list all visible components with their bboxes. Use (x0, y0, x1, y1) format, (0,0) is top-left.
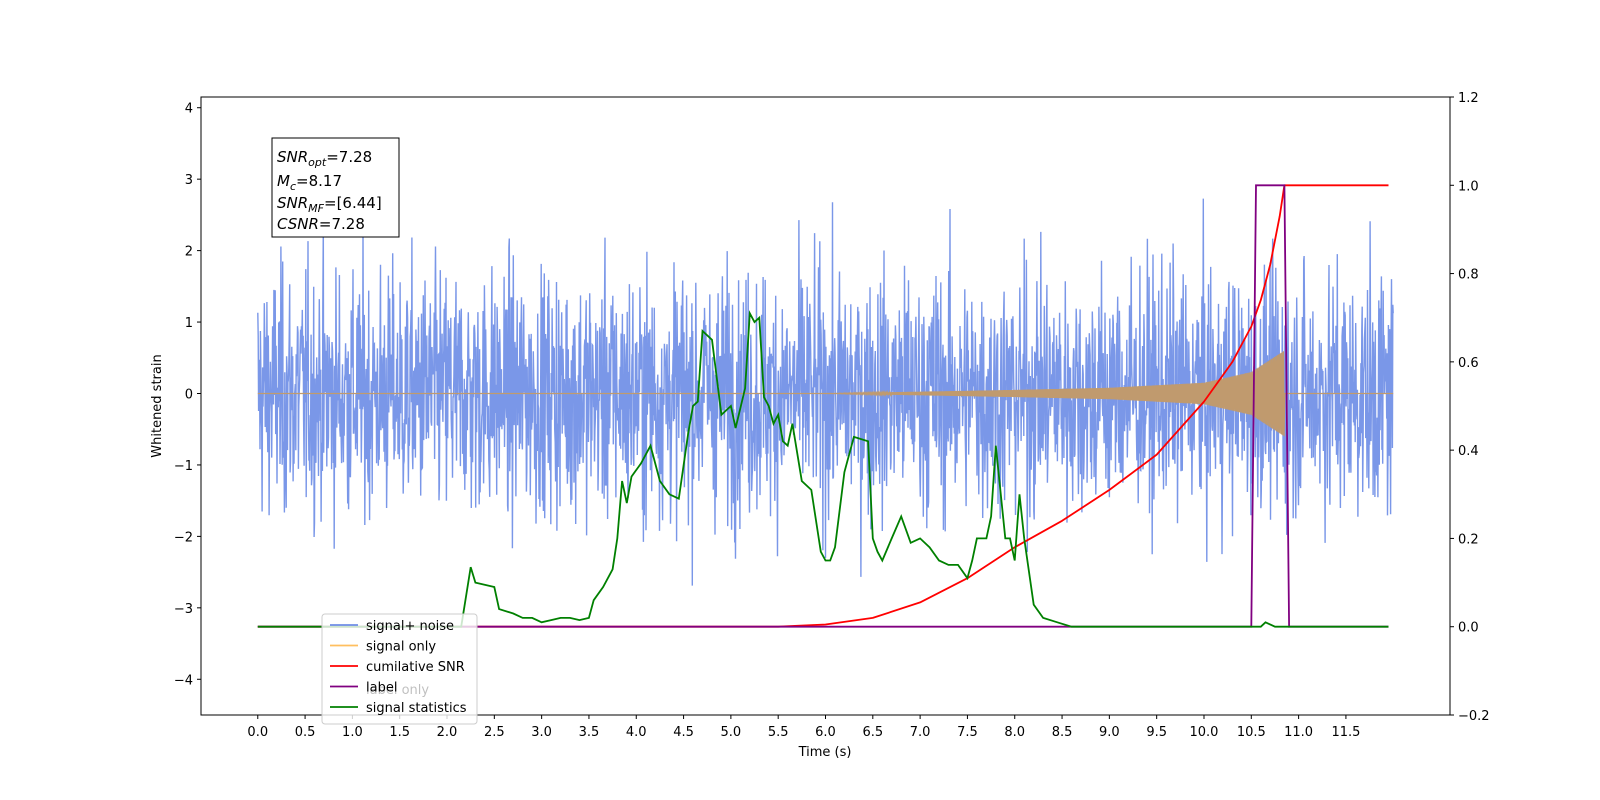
y2-tick-label: 0.4 (1458, 444, 1479, 459)
y2-tick-label: 0.2 (1458, 532, 1479, 547)
x-tick-label: 2.0 (437, 725, 458, 740)
info-box: SNRopt=7.28 Mc=8.17 SNRMF=[6.44] CSNR=7.… (271, 137, 400, 238)
x-axis-ticks: 0.0 0.5 1.0 1.5 2.0 2.5 3.0 3.5 4.0 4.5 5.0 5.5 6.0 6… (247, 715, 1360, 740)
x-tick-label: 11.5 (1331, 725, 1360, 740)
signal-statistics-line (257, 310, 1389, 628)
y-tick-label: 0 (185, 387, 193, 402)
y-tick-label: −1 (174, 459, 193, 474)
x-tick-label: 7.0 (910, 725, 931, 740)
info-snr-opt: SNRopt=7.28 (277, 148, 372, 169)
legend: label only signal+ noise signal only cumil… (321, 613, 478, 725)
x-tick-label: 2.5 (484, 725, 505, 740)
y-axis-ticks: 4 3 2 1 0 −1 −2 −3 −4 (174, 102, 201, 688)
info-snr-mf: SNRMF=[6.44] (277, 194, 382, 215)
x-tick-label: 10.5 (1237, 725, 1266, 740)
x-axis-label: Time (s) (798, 745, 852, 760)
info-box-frame (271, 137, 400, 238)
x-tick-label: 5.5 (768, 725, 789, 740)
legend-label: label (366, 681, 397, 696)
x-tick-label: 3.0 (531, 725, 552, 740)
y2-tick-label: 1.2 (1458, 91, 1479, 106)
legend-label: signal only (366, 640, 436, 655)
y-tick-label: −4 (174, 673, 193, 688)
y-tick-label: −3 (174, 602, 193, 617)
x-tick-label: 3.5 (579, 725, 600, 740)
x-tick-label: 10.0 (1190, 725, 1219, 740)
y-tick-label: 2 (185, 245, 193, 260)
y2-tick-label: 0.0 (1458, 621, 1479, 636)
x-tick-label: 6.5 (862, 725, 883, 740)
legend-label: signal statistics (366, 701, 467, 716)
x-tick-label: 7.5 (957, 725, 978, 740)
y2-axis-ticks: 1.2 1.0 0.8 0.6 0.4 0.2 0.0 −0.2 (1450, 91, 1490, 724)
signal-only-line (257, 351, 1394, 437)
y2-tick-label: 1.0 (1458, 179, 1479, 194)
y2-tick-label: 0.6 (1458, 356, 1479, 371)
y2-tick-label: −0.2 (1458, 709, 1490, 724)
signal-only-series (257, 351, 1394, 437)
y-axis-label: Whitened strain (150, 354, 165, 457)
x-tick-label: 1.0 (342, 725, 363, 740)
x-tick-label: 9.5 (1146, 725, 1167, 740)
signal-statistics-series (257, 310, 1389, 628)
x-tick-label: 0.0 (247, 725, 268, 740)
y2-tick-label: 0.8 (1458, 268, 1479, 283)
info-mc: Mc=8.17 (277, 172, 342, 193)
info-csnr: CSNR=7.28 (277, 215, 365, 233)
x-tick-label: 1.5 (389, 725, 410, 740)
legend-label: cumilative SNR (366, 660, 465, 675)
legend-label: signal+ noise (366, 619, 454, 634)
y-tick-label: 3 (185, 173, 193, 188)
legend-hidden-text: label only (366, 683, 429, 698)
x-tick-label: 0.5 (295, 725, 316, 740)
x-tick-label: 8.5 (1052, 725, 1073, 740)
x-tick-label: 11.0 (1284, 725, 1313, 740)
y-tick-label: 4 (185, 102, 193, 117)
x-tick-label: 4.5 (673, 725, 694, 740)
x-tick-label: 9.0 (1099, 725, 1120, 740)
y-tick-label: −2 (174, 530, 193, 545)
x-tick-label: 5.0 (721, 725, 742, 740)
y-tick-label: 1 (185, 316, 193, 331)
x-tick-label: 4.0 (626, 725, 647, 740)
x-tick-label: 6.0 (815, 725, 836, 740)
legend-frame (321, 613, 478, 725)
x-tick-label: 8.0 (1004, 725, 1025, 740)
